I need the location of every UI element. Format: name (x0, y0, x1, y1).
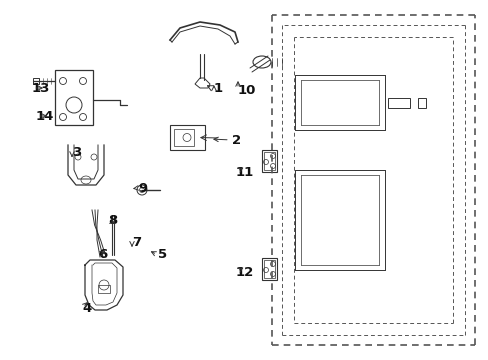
Bar (264, 260, 274, 278)
Text: 8: 8 (108, 213, 117, 226)
Bar (417, 98, 425, 108)
Bar (264, 152, 274, 170)
Text: 5: 5 (158, 248, 167, 261)
Text: 11: 11 (236, 166, 254, 179)
Bar (262, 258, 276, 280)
Bar (174, 129, 194, 146)
Bar (98, 285, 110, 293)
Text: 9: 9 (138, 181, 147, 194)
Text: 7: 7 (132, 235, 141, 248)
Text: 13: 13 (32, 81, 50, 94)
Bar (55, 70, 93, 125)
Text: 1: 1 (214, 81, 223, 94)
Text: 14: 14 (36, 109, 54, 122)
Bar (33, 78, 39, 84)
Text: 2: 2 (231, 134, 241, 147)
Text: 12: 12 (236, 266, 254, 279)
Text: 6: 6 (98, 248, 107, 261)
Text: 4: 4 (82, 302, 91, 315)
Bar (262, 150, 276, 172)
Bar (387, 98, 409, 108)
Text: 10: 10 (238, 84, 256, 96)
Bar (170, 125, 204, 150)
Text: 3: 3 (72, 145, 81, 158)
